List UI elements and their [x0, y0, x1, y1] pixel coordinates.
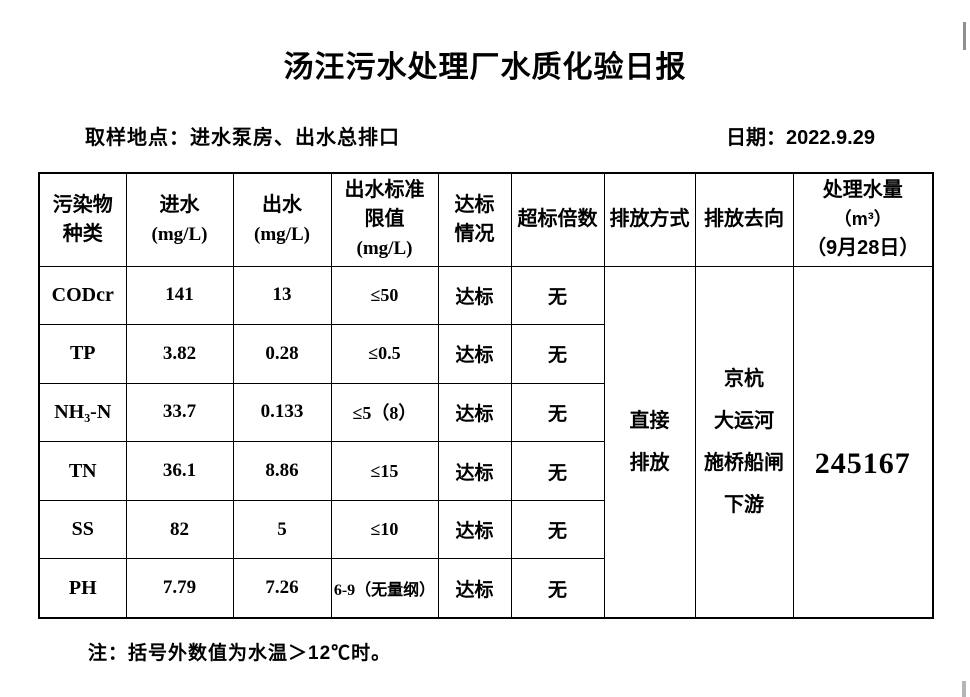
- report-date-label: 日期：2022.9.29: [726, 127, 875, 149]
- cell-exceed: 无: [510, 558, 605, 619]
- header-inflow: 进水 (mg/L): [125, 172, 234, 267]
- header-date: （9月28日）: [806, 237, 920, 260]
- header-effluent-standard-limit: 出水标准 限值 (mg/L): [330, 172, 439, 267]
- header-line: 处理水量: [822, 179, 903, 202]
- cell-limit: 6-9（无量纲）: [330, 558, 439, 619]
- cell-pollutant: SS: [38, 499, 127, 560]
- cell-outflow: 0.133: [232, 382, 332, 443]
- header-outflow: 出水 (mg/L): [232, 172, 332, 267]
- header-discharge-method: 排放方式: [603, 172, 696, 267]
- header-compliance-status: 达标 情况: [437, 172, 512, 267]
- cell-exceed: 无: [510, 441, 605, 501]
- discharge-method-line: 直接: [629, 409, 670, 432]
- scrollbar-fragment: [962, 681, 966, 697]
- cell-inflow: 36.1: [125, 441, 234, 501]
- header-unit: （m³）: [833, 209, 892, 230]
- cell-inflow: 7.79: [125, 558, 234, 619]
- cell-exceed: 无: [510, 382, 605, 443]
- table-row-ss: SS 82 5 ≤10 达标 无: [38, 499, 933, 560]
- table-row-tp: TP 3.82 0.28 ≤0.5 达标 无: [38, 324, 933, 384]
- cell-limit: ≤15: [330, 441, 439, 501]
- cell-limit: ≤5（8）: [330, 382, 439, 443]
- cell-status: 达标: [437, 324, 512, 384]
- cell-outflow: 8.86: [232, 441, 332, 501]
- discharge-method-line: 排放: [629, 451, 670, 474]
- header-unit: (mg/L): [151, 223, 208, 245]
- treated-water-volume-value: 245167: [814, 446, 911, 480]
- cell-status: 达标: [437, 382, 512, 443]
- cell-discharge-method: 直接 排放: [603, 265, 696, 619]
- table-row-codcr: CODcr 141 13 ≤50 达标 无 直接 排放 京杭 大运河 施桥船闸 …: [38, 265, 934, 619]
- header-exceed-multiple: 超标倍数: [510, 172, 605, 267]
- cell-pollutant: NH₃-N: [38, 382, 127, 443]
- header-pollutant-type: 污染物 种类: [38, 172, 127, 267]
- cell-status: 达标: [437, 499, 512, 560]
- cell-inflow: 82: [125, 499, 234, 560]
- page-title: 汤汪污水处理厂水质化验日报: [283, 51, 687, 84]
- discharge-destination-line: 施桥船闸: [704, 451, 784, 474]
- cell-inflow: 141: [125, 265, 234, 326]
- header-treated-water-volume: 处理水量 （m³） （9月28日）: [792, 172, 934, 267]
- table-row-ph: PH 7.79 7.26 6-9（无量纲） 达标 无: [38, 558, 933, 619]
- cell-limit: ≤10: [330, 499, 439, 560]
- header-line: 出水: [262, 193, 302, 216]
- header-line: 进水: [159, 193, 200, 216]
- cell-inflow: 33.7: [125, 382, 234, 443]
- cell-outflow: 13: [232, 265, 332, 326]
- header-line: 限值: [364, 208, 405, 231]
- cell-treated-water-volume: 245167: [792, 265, 934, 619]
- header-line: 达标: [454, 193, 495, 216]
- header-line: 出水标准: [344, 179, 425, 202]
- cell-pollutant: PH: [38, 558, 127, 619]
- discharge-destination-line: 下游: [724, 493, 764, 516]
- cell-exceed: 无: [510, 499, 605, 560]
- cell-status: 达标: [437, 558, 512, 619]
- cell-outflow: 7.26: [232, 558, 332, 619]
- cell-pollutant: TN: [38, 441, 127, 501]
- header-line: 种类: [62, 222, 103, 245]
- header-line: 情况: [454, 222, 495, 245]
- cell-exceed: 无: [510, 324, 605, 384]
- header-unit: (mg/L): [254, 223, 310, 245]
- cell-status: 达标: [437, 441, 512, 501]
- cell-status: 达标: [437, 265, 512, 326]
- header-line: 污染物: [52, 193, 113, 216]
- sampling-location-label: 取样地点：进水泵房、出水总排口: [85, 127, 400, 149]
- cell-discharge-destination: 京杭 大运河 施桥船闸 下游: [694, 265, 794, 619]
- header-row: 污染物 种类 进水 (mg/L) 出水 (mg/L) 出水标准 限值 (mg/L…: [38, 172, 934, 267]
- cell-limit: ≤0.5: [330, 324, 439, 384]
- discharge-destination-line: 京杭: [724, 367, 764, 390]
- table-row-nh3n: NH₃-N 33.7 0.133 ≤5（8） 达标 无: [38, 382, 933, 443]
- cell-exceed: 无: [510, 265, 605, 326]
- cell-outflow: 5: [232, 499, 332, 560]
- cell-inflow: 3.82: [125, 324, 234, 384]
- cell-limit: ≤50: [330, 265, 439, 326]
- header-unit: (mg/L): [356, 238, 413, 260]
- footnote: 注：括号外数值为水温＞12℃时。: [88, 643, 392, 664]
- water-quality-table: 污染物 种类 进水 (mg/L) 出水 (mg/L) 出水标准 限值 (mg/L…: [38, 172, 934, 619]
- cell-pollutant: TP: [38, 324, 127, 384]
- cell-pollutant: CODcr: [38, 265, 127, 326]
- table-row-tn: TN 36.1 8.86 ≤15 达标 无: [38, 441, 933, 501]
- cell-outflow: 0.28: [232, 324, 332, 384]
- scrollbar-thumb[interactable]: [963, 22, 966, 50]
- discharge-destination-line: 大运河: [714, 409, 774, 432]
- header-discharge-destination: 排放去向: [694, 172, 794, 267]
